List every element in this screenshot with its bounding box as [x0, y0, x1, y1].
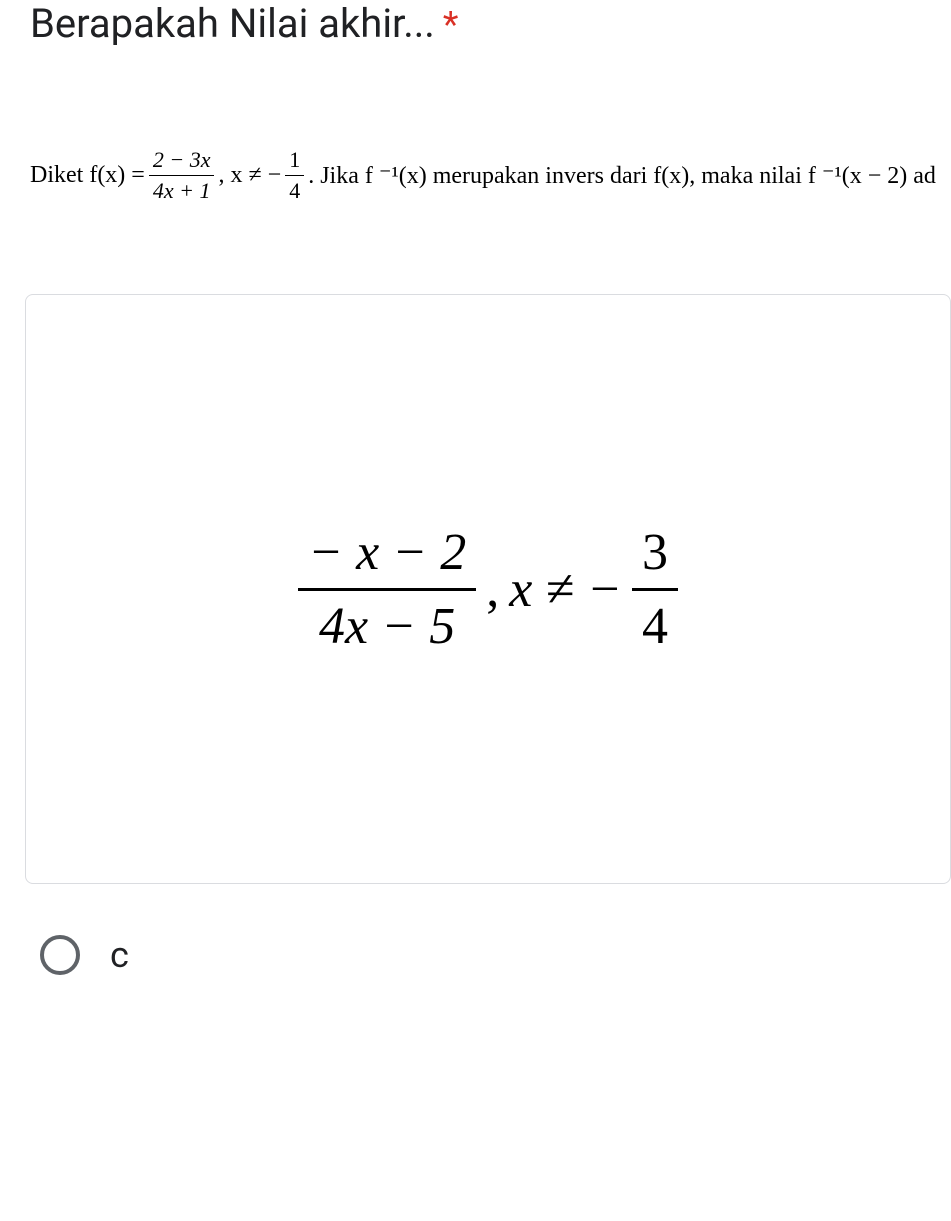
frac2-num: 1: [285, 147, 304, 176]
problem-prefix: Diket f(x) =: [30, 162, 145, 189]
small-fraction: 3 4: [632, 523, 678, 656]
question-body: Diket f(x) = 2 − 3x 4x + 1 , x ≠ − 1 4 .…: [30, 147, 921, 204]
frac2-den: 4: [285, 176, 304, 204]
big-frac-den: 4x − 5: [309, 591, 465, 656]
comma: ,: [486, 560, 499, 619]
problem-mid1: , x ≠ −: [218, 162, 281, 189]
small-frac-num: 3: [632, 523, 678, 591]
fraction-2: 1 4: [285, 147, 304, 204]
radio-button-c[interactable]: [40, 935, 80, 975]
answer-math: − x − 2 4x − 5 , x ≠ − 3 4: [298, 523, 678, 656]
small-frac-den: 4: [632, 591, 678, 656]
answer-option-box[interactable]: − x − 2 4x − 5 , x ≠ − 3 4: [25, 294, 951, 884]
required-star: *: [443, 4, 459, 46]
neq-text: x ≠ −: [509, 560, 622, 619]
frac1-num: 2 − 3x: [149, 147, 215, 176]
fraction-1: 2 − 3x 4x + 1: [149, 147, 215, 204]
option-row-c[interactable]: c: [30, 934, 921, 976]
big-fraction: − x − 2 4x − 5: [298, 523, 476, 656]
frac1-den: 4x + 1: [149, 176, 215, 204]
question-title: Berapakah Nilai akhir... *: [30, 0, 921, 47]
big-frac-num: − x − 2: [298, 523, 476, 591]
option-label-c: c: [110, 934, 129, 976]
problem-suffix: . Jika f ⁻¹(x) merupakan invers dari f(x…: [308, 161, 936, 190]
title-text: Berapakah Nilai akhir...: [30, 0, 435, 47]
